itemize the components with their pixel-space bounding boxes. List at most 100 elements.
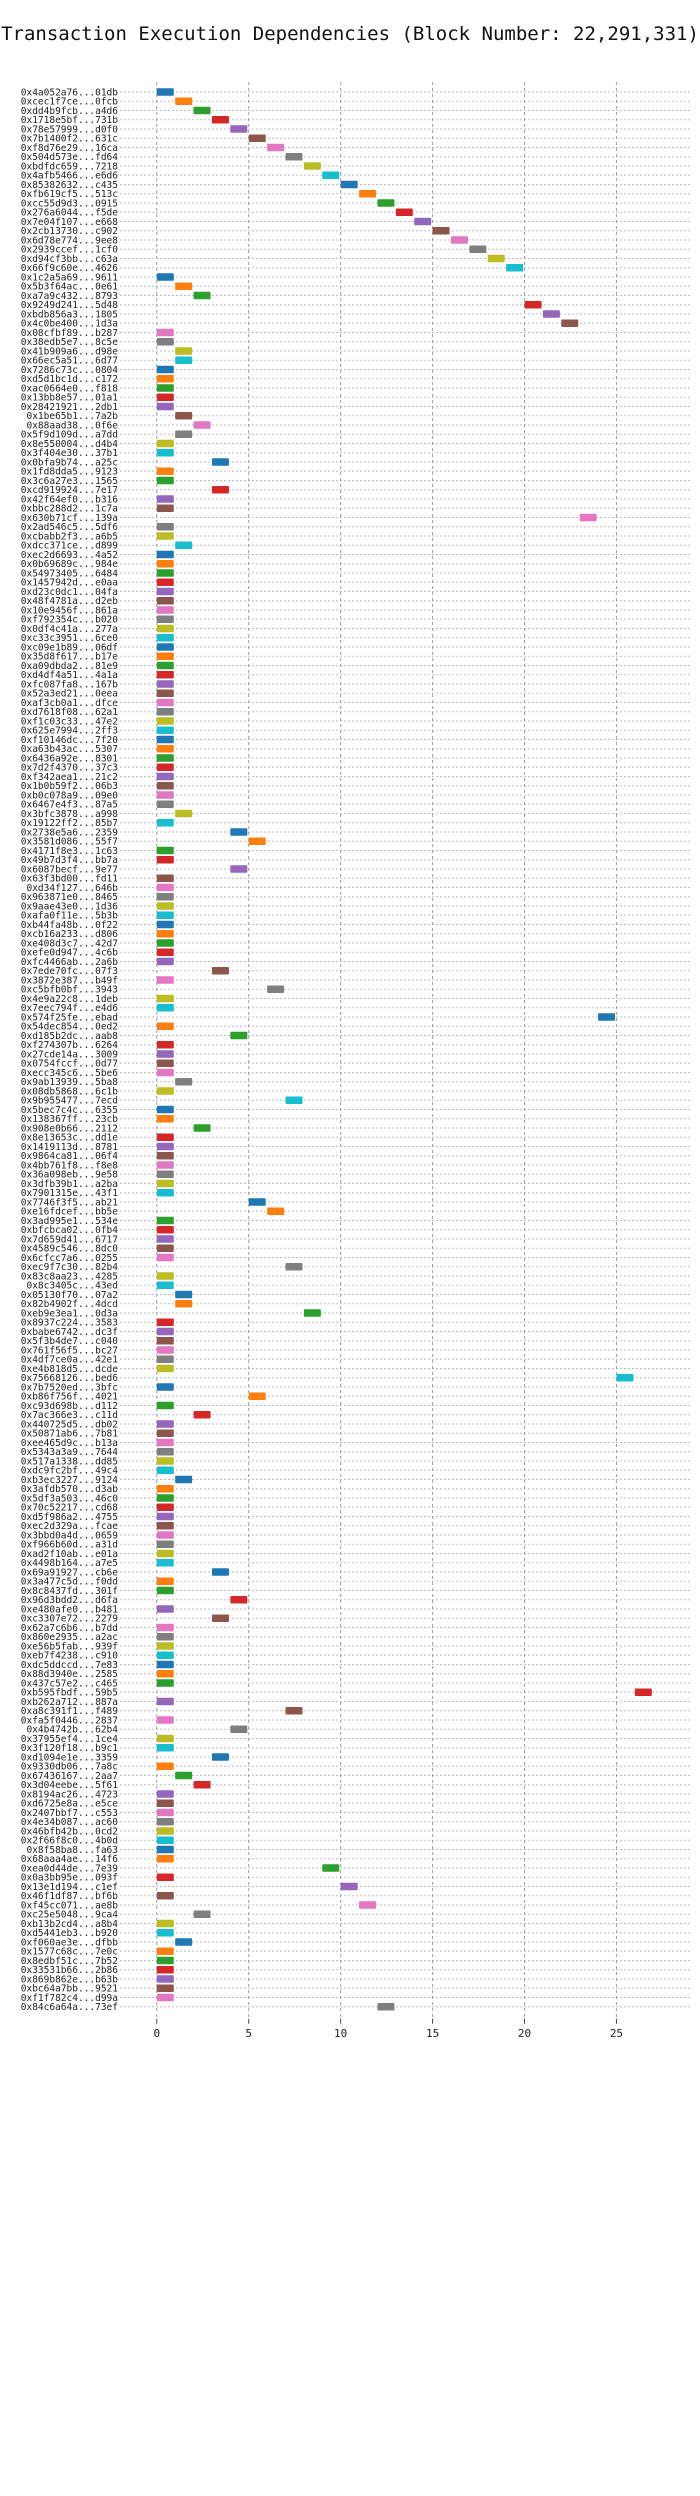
- tx-bar: [175, 541, 193, 549]
- tx-bar: [156, 911, 174, 919]
- x-tick-label: 20: [518, 2027, 531, 2040]
- tx-bar: [450, 236, 468, 244]
- tx-bar: [156, 1651, 174, 1659]
- tx-label: 0xfc087fa8...167b: [21, 679, 119, 690]
- tx-bar: [156, 1244, 174, 1252]
- tx-label: 0x908e0b66...2112: [21, 1123, 118, 1134]
- tx-label: 0xc5bfb0bf...3943: [21, 985, 118, 996]
- tx-bar: [414, 217, 432, 226]
- x-axis: 0 5 10 15 20 25: [153, 2018, 623, 2040]
- grid-layer: [120, 82, 690, 2019]
- tx-label: 0x10e9456f...861a: [21, 605, 118, 616]
- tx-label: 0xd34f127...646b: [26, 883, 118, 894]
- tx-label: 0xf10146dc...7f20: [21, 735, 119, 746]
- tx-label: 0x2ad546c5...5df6: [21, 522, 119, 533]
- tx-label: 0xa8c391f1...f489: [21, 1706, 119, 1717]
- tx-bar: [156, 652, 174, 660]
- tx-label: 0x7d2f4370...37c3: [21, 763, 118, 774]
- tx-label: 0x3bfc3878...a998: [21, 809, 119, 820]
- tx-label: 0x4bb761f8...f8e8: [21, 1160, 119, 1171]
- tx-bar: [322, 1864, 340, 1872]
- tx-label: 0xe408d3c7...42d7: [21, 938, 118, 949]
- tx-label: 0x7eec794f...e4d6: [21, 1003, 119, 1014]
- tx-label: 0x62a7c6b6...b7dd: [21, 1623, 118, 1634]
- tx-label: 0x4a052a76...01db: [21, 87, 119, 98]
- tx-bar: [193, 106, 211, 115]
- tx-label: 0xb86f756f...4021: [21, 1392, 119, 1403]
- tx-label: 0xc09e1b89...06df: [21, 642, 118, 653]
- tx-label: 0x3581d086...55f7: [21, 837, 118, 848]
- tx-bar: [156, 874, 174, 882]
- tx-label: 0x8937c224...3583: [21, 1318, 118, 1329]
- tx-bar: [156, 893, 174, 901]
- tx-bar: [211, 458, 229, 466]
- tx-bar: [156, 1059, 174, 1067]
- tx-bar: [156, 1873, 174, 1881]
- tx-bar: [156, 634, 174, 642]
- tx-label: 0xb44fa48b...0f22: [21, 920, 118, 931]
- tx-label: 0x1c2a5a69...9611: [21, 272, 119, 283]
- tx-label: 0x85382632...c435: [21, 180, 118, 191]
- tx-label: 0xc93d698b...d112: [21, 1401, 118, 1412]
- tx-label: 0x84c6a64a...73ef: [21, 2002, 118, 2013]
- tx-bar: [156, 560, 174, 568]
- tx-bar: [156, 754, 174, 762]
- tx-label: 0x37955ef4...1ce4: [21, 1734, 119, 1745]
- tx-bar: [156, 1531, 174, 1539]
- tx-bar: [156, 624, 174, 633]
- tx-label: 0x4e34b087...ac60: [21, 1817, 119, 1828]
- x-tick-label: 10: [334, 2027, 347, 2040]
- tx-bar: [230, 828, 248, 836]
- tx-bar: [156, 846, 174, 855]
- tx-bar: [156, 1281, 174, 1289]
- tx-bar: [156, 1235, 174, 1243]
- tx-bar: [156, 1105, 174, 1114]
- tx-bar: [156, 856, 174, 864]
- tx-label: 0xa09dbda2...81e9: [21, 661, 119, 672]
- tx-bar: [156, 698, 174, 707]
- tx-bar: [230, 125, 248, 133]
- tx-label: 0x9b955477...7ecd: [21, 1096, 118, 1107]
- tx-bar: [156, 1549, 174, 1558]
- tx-label: 0x42f64ef0...b316: [21, 494, 119, 505]
- tx-label: 0xefe0d947...4c6b: [21, 948, 119, 959]
- tx-label: 0x440725d5...db02: [21, 1419, 118, 1430]
- tx-bar: [156, 587, 174, 596]
- tx-label: 0x138367ff...23cb: [21, 1114, 119, 1125]
- tx-bar: [175, 1938, 193, 1946]
- tx-bar: [156, 680, 174, 688]
- tx-bar: [156, 1855, 174, 1863]
- tx-bar: [156, 1457, 174, 1465]
- tx-bar: [156, 1623, 174, 1632]
- tx-label: 0xb595fbdf...59b5: [21, 1688, 118, 1699]
- tx-bar: [156, 1512, 174, 1521]
- tx-label: 0xd4df4a51...4a1a: [21, 670, 118, 681]
- tx-bar: [156, 1716, 174, 1724]
- tx-label: 0xeb7f4238...c910: [21, 1651, 119, 1662]
- tx-bar: [156, 328, 174, 337]
- tx-bar: [156, 375, 174, 383]
- tx-label: 0xdc9fc2bf...49c4: [21, 1466, 119, 1477]
- tx-bar: [156, 735, 174, 744]
- tx-bar: [156, 1438, 174, 1447]
- tx-label: 0xbbc288d2...1c7a: [21, 504, 118, 515]
- tx-label: 0xf1f782c4...d99a: [21, 1993, 118, 2004]
- x-tick-label: 15: [426, 2027, 439, 2040]
- tx-label: 0x7d659d41...6717: [21, 1234, 118, 1245]
- tx-bar: [156, 939, 174, 947]
- tx-bar: [230, 1725, 248, 1733]
- tx-bar: [156, 1133, 174, 1141]
- tx-label: 0xea0d44de...7e39: [21, 1863, 119, 1874]
- tx-label: 0x7b1400f2...631c: [21, 134, 118, 145]
- tx-bar: [156, 1494, 174, 1502]
- tx-label: 0xf1c03c33...47e2: [21, 716, 118, 727]
- tx-label: 0xb0c078a9...09e0: [21, 790, 119, 801]
- tx-bar: [156, 1152, 174, 1160]
- tx-bar: [267, 1207, 285, 1215]
- tx-bar: [230, 865, 248, 873]
- tx-bar: [156, 772, 174, 781]
- tx-bar: [156, 1642, 174, 1650]
- tx-bar: [156, 1670, 174, 1678]
- tx-label: 0x49b7d3f4...bb7a: [21, 855, 118, 866]
- tx-label: 0x1419113d...8781: [21, 1142, 119, 1153]
